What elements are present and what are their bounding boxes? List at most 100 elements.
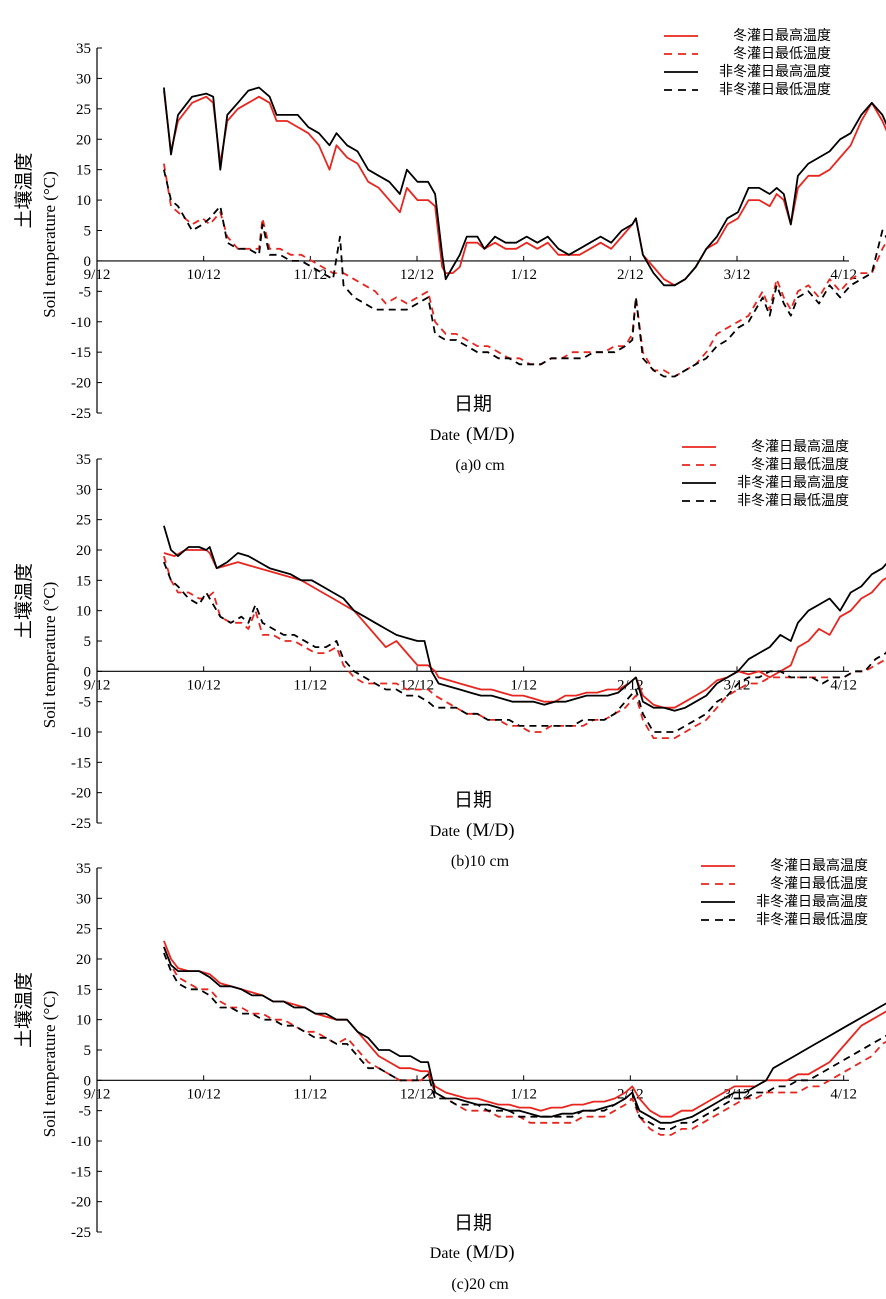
series-line-3 <box>163 525 886 712</box>
y-tick-label: -5 <box>79 284 92 300</box>
x-axis-label-en: Date <box>430 823 460 840</box>
y-tick-label: -20 <box>71 786 91 802</box>
legend-label: 冬灌日最低温度 <box>751 457 849 473</box>
y-tick-label: 15 <box>76 163 91 179</box>
chart-panel-3: -25 -20 -15 -10 -5 0 5 10 15 20 25 30 35 9/12 10/12 11/… <box>13 857 886 1293</box>
y-tick-label: -15 <box>71 755 91 771</box>
y-tick-label: 35 <box>76 861 91 877</box>
x-tick-label: 11/12 <box>294 267 328 283</box>
y-axis-label-en: Soil temperature (°C) <box>40 991 59 1138</box>
x-tick-label: 10/12 <box>187 267 221 283</box>
x-tick-label: 4/12 <box>830 677 857 693</box>
y-tick-label: 25 <box>76 513 91 529</box>
x-tick-label: 9/12 <box>84 1086 111 1102</box>
x-tick-label: 3/12 <box>724 1086 751 1102</box>
y-tick-label: -5 <box>79 695 92 711</box>
x-tick-label: 12/12 <box>400 267 434 283</box>
y-tick-label: 10 <box>76 193 91 209</box>
y-tick-label: 5 <box>84 224 92 240</box>
y-tick-label: 0 <box>84 664 92 680</box>
x-tick-label: 1/12 <box>510 677 537 693</box>
x-tick-label: 1/12 <box>510 267 537 283</box>
series-line-4 <box>163 561 886 733</box>
panel-caption: (a)0 cm <box>455 457 505 474</box>
legend-label: 非冬灌日最高温度 <box>719 63 831 80</box>
series-line-1 <box>163 549 886 709</box>
y-tick-label: 10 <box>76 604 91 620</box>
y-tick-label: -5 <box>79 1104 92 1120</box>
x-tick-label: 10/12 <box>187 677 221 693</box>
x-axis-label-en: Date <box>430 1245 460 1262</box>
x-tick-label: 9/12 <box>84 677 111 693</box>
series-line-2 <box>163 163 886 378</box>
chart-panel-1: -25 -20 -15 -10 -5 0 5 10 15 20 25 30 35 9/12 10/12 11/… <box>13 27 886 474</box>
legend-label: 冬灌日最高温度 <box>733 27 831 44</box>
x-tick-label: 4/12 <box>830 267 857 283</box>
series-line-3 <box>163 86 886 287</box>
y-axis-label-cn: 土壤温度 <box>13 563 35 639</box>
x-tick-label: 2/12 <box>617 267 644 283</box>
legend-label: 冬灌日最高温度 <box>770 857 868 874</box>
y-tick-label: -25 <box>71 1225 91 1241</box>
legend-label: 非冬灌日最低温度 <box>719 82 831 98</box>
y-tick-label: -20 <box>71 1195 91 1211</box>
y-tick-label: 20 <box>76 132 91 148</box>
x-axis-unit: (M/D) <box>466 1242 515 1263</box>
y-tick-label: 20 <box>76 952 91 968</box>
series-line-2 <box>163 555 886 739</box>
y-tick-label: -10 <box>71 725 91 741</box>
y-tick-label: 5 <box>84 634 92 650</box>
chart-panel-2: -25 -20 -15 -10 -5 0 5 10 15 20 25 30 35 9/12 10/12 11/… <box>13 438 886 870</box>
y-tick-label: 0 <box>84 254 92 270</box>
x-tick-label: 11/12 <box>294 677 328 693</box>
x-axis-unit: (M/D) <box>466 820 515 841</box>
series-line-1 <box>163 90 886 287</box>
y-tick-label: 15 <box>76 982 91 998</box>
y-tick-label: 35 <box>76 452 91 468</box>
x-tick-label: 11/12 <box>294 1086 328 1102</box>
y-tick-label: 0 <box>84 1073 92 1089</box>
x-tick-label: 4/12 <box>830 1086 857 1102</box>
series-line-2 <box>163 946 886 1136</box>
series-line-3 <box>163 946 886 1124</box>
y-tick-label: 30 <box>76 891 91 907</box>
x-tick-label: 1/12 <box>510 1086 537 1102</box>
y-tick-label: 35 <box>76 41 91 57</box>
y-tick-label: -10 <box>71 1134 91 1150</box>
legend-label: 非冬灌日最低温度 <box>737 493 849 509</box>
y-tick-label: 10 <box>76 1013 91 1029</box>
legend-label: 冬灌日最高温度 <box>751 438 849 455</box>
y-tick-label: 20 <box>76 543 91 559</box>
y-tick-label: -15 <box>71 345 91 361</box>
x-axis-label-cn: 日期 <box>454 393 492 415</box>
y-axis-label-cn: 土壤温度 <box>13 972 35 1048</box>
x-axis-unit: (M/D) <box>466 424 515 445</box>
legend-label: 冬灌日最低温度 <box>770 876 868 892</box>
x-axis-label-cn: 日期 <box>454 789 492 811</box>
legend-label: 非冬灌日最高温度 <box>737 474 849 491</box>
y-axis-label-en: Soil temperature (°C) <box>40 582 59 729</box>
y-tick-label: 30 <box>76 482 91 498</box>
legend-label: 非冬灌日最低温度 <box>756 912 868 928</box>
series-line-4 <box>163 952 886 1130</box>
series-line-1 <box>163 940 886 1118</box>
y-tick-label: -20 <box>71 376 91 392</box>
y-tick-label: 25 <box>76 102 91 118</box>
panel-caption: (b)10 cm <box>451 853 510 870</box>
legend-label: 非冬灌日最高温度 <box>756 893 868 910</box>
x-tick-label: 3/12 <box>724 267 751 283</box>
x-tick-label: 9/12 <box>84 267 111 283</box>
legend-label: 冬灌日最低温度 <box>733 46 831 62</box>
x-tick-label: 12/12 <box>400 1086 434 1102</box>
y-tick-label: 30 <box>76 71 91 87</box>
x-axis-label-cn: 日期 <box>454 1212 492 1234</box>
y-tick-label: 15 <box>76 573 91 589</box>
y-axis-label-cn: 土壤温度 <box>13 152 35 228</box>
series-line-4 <box>163 169 886 378</box>
y-tick-label: -25 <box>71 816 91 832</box>
y-tick-label: 5 <box>84 1043 92 1059</box>
